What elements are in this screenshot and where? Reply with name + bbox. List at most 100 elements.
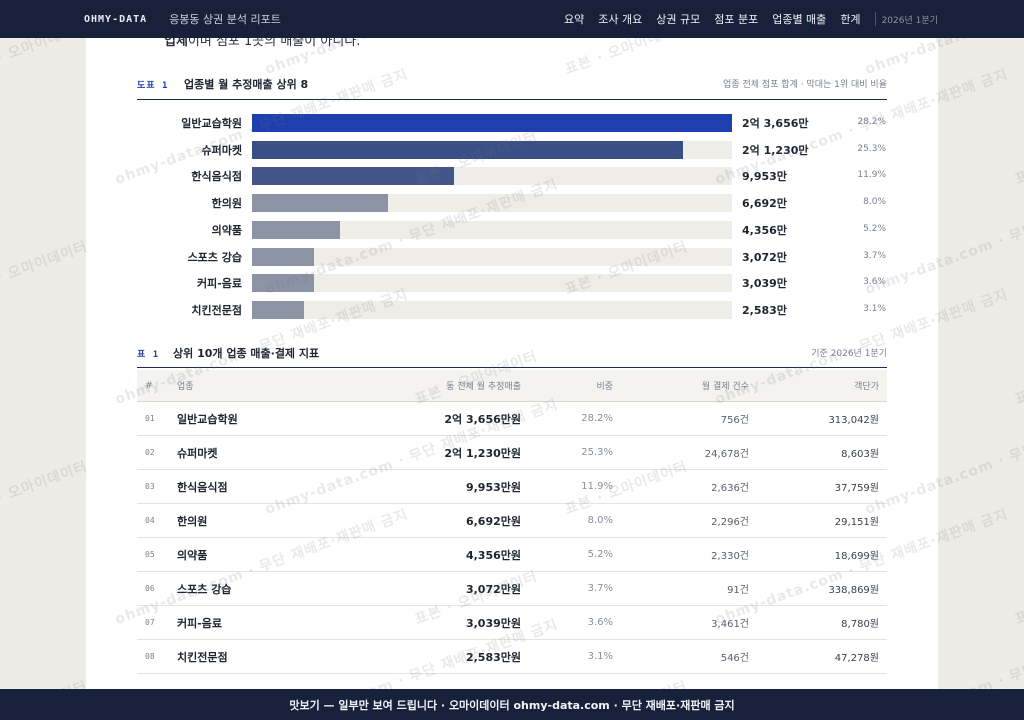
row-industry: 한식음식점 bbox=[177, 480, 228, 494]
bar-category-label: 의약품 bbox=[211, 223, 242, 237]
report-page: 업체이며 점포 1곳의 매출이 아니다. 도표 1 업종별 월 추정매출 상위 … bbox=[86, 38, 938, 690]
row-number: 02 bbox=[145, 448, 155, 457]
row-share: 11.9% bbox=[581, 481, 613, 492]
nav-link-store-distribution[interactable]: 점포 분포 bbox=[714, 13, 759, 26]
nav-link-summary[interactable]: 요약 bbox=[564, 13, 585, 26]
table-row: 04 한의원 6,692만원 8.0% 2,296건 29,151원 bbox=[137, 504, 887, 538]
watermark-text: 표본 · 오마이데이터 bbox=[1012, 129, 1024, 188]
row-industry: 스포츠 강습 bbox=[177, 582, 232, 596]
row-avg-price: 18,699원 bbox=[834, 551, 879, 562]
watermark-text: 표본 · 오마이데이터 bbox=[0, 238, 90, 298]
row-number: 08 bbox=[145, 652, 155, 661]
bar-category-label: 한식음식점 bbox=[191, 170, 242, 184]
bar-share-label: 3.7% bbox=[863, 250, 886, 261]
row-industry: 한의원 bbox=[177, 514, 208, 528]
intro-rest-text: 이며 점포 1곳의 매출이 아니다. bbox=[187, 38, 361, 49]
row-industry: 치킨전문점 bbox=[177, 650, 228, 664]
watermark-text: 표본 · 오마이데이터 bbox=[0, 458, 90, 518]
row-avg-price: 338,869원 bbox=[828, 585, 879, 596]
bar-row: 한의원 6,692만 8.0% bbox=[137, 194, 897, 213]
row-share: 28.2% bbox=[581, 413, 613, 424]
row-sales: 2억 1,230만원 bbox=[444, 446, 521, 460]
bar-value-label: 3,039만 bbox=[742, 277, 787, 291]
row-transactions: 546건 bbox=[720, 653, 749, 664]
bar bbox=[252, 274, 314, 293]
bar-row: 일반교습학원 2억 3,656만 28.2% bbox=[137, 114, 897, 132]
report-name: 응봉동 상권 분석 리포트 bbox=[169, 13, 281, 26]
row-avg-price: 37,759원 bbox=[834, 483, 879, 494]
col-header-avg-price: 객단가 bbox=[854, 382, 879, 392]
bar-value-label: 4,356만 bbox=[742, 223, 787, 237]
row-avg-price: 29,151원 bbox=[834, 517, 879, 528]
bar-row: 치킨전문점 2,583만 3.1% bbox=[137, 300, 897, 319]
row-sales: 6,692만원 bbox=[465, 514, 521, 528]
bar-row: 스포츠 강습 3,072만 3.7% bbox=[137, 247, 897, 266]
bar-share-label: 3.6% bbox=[863, 277, 886, 288]
bar-track bbox=[252, 220, 732, 239]
bar-track bbox=[252, 140, 732, 159]
row-transactions: 3,461건 bbox=[711, 619, 749, 630]
col-header-transactions: 월 결제 건수 bbox=[701, 382, 749, 392]
row-number: 03 bbox=[145, 482, 155, 491]
watermark-text: 표본 · 오마이데이터 bbox=[1012, 569, 1024, 628]
bar-share-label: 11.9% bbox=[857, 170, 886, 181]
figure-tag: 도표 1 bbox=[137, 81, 169, 91]
watermark-text: 표본 · 오마이데이터 bbox=[1012, 349, 1024, 408]
row-avg-price: 8,780원 bbox=[841, 619, 879, 630]
bar-share-label: 3.1% bbox=[863, 303, 886, 314]
brand-logo[interactable]: OHMY-DATA bbox=[84, 13, 148, 25]
bar-value-label: 2억 3,656만 bbox=[742, 117, 809, 130]
bar bbox=[252, 140, 683, 159]
bar-category-label: 일반교습학원 bbox=[181, 117, 242, 130]
bar-value-label: 6,692만 bbox=[742, 197, 787, 211]
row-industry: 슈퍼마켓 bbox=[177, 446, 218, 460]
nav-link-limitations[interactable]: 한계 bbox=[840, 13, 861, 26]
nav-link-overview[interactable]: 조사 개요 bbox=[598, 13, 643, 26]
row-transactions: 2,636건 bbox=[711, 483, 749, 494]
bar-row: 한식음식점 9,953만 11.9% bbox=[137, 167, 897, 186]
intro-bold-text: 업체 bbox=[164, 38, 188, 49]
bar-category-label: 커피-음료 bbox=[196, 277, 242, 291]
preview-banner: 맛보기 — 일부만 보여 드립니다 · 오마이데이터 ohmy-data.com… bbox=[0, 689, 1024, 720]
row-number: 04 bbox=[145, 516, 155, 525]
industry-metrics-table: # 업종 동 전체 월 추정매출 비중 월 결제 건수 객단가 01 일반교습학원… bbox=[137, 370, 887, 674]
bar-value-label: 9,953만 bbox=[742, 170, 787, 184]
bar bbox=[252, 220, 341, 239]
bar-row: 의약품 4,356만 5.2% bbox=[137, 220, 897, 239]
bar-track bbox=[252, 300, 732, 319]
col-header-sales: 동 전체 월 추정매출 bbox=[446, 382, 521, 392]
figure-note: 업종 전체 점포 합계 · 막대는 1위 대비 비율 bbox=[723, 80, 887, 90]
col-header-industry: 업종 bbox=[177, 382, 194, 392]
bar bbox=[252, 167, 454, 186]
table-header: 표 1 상위 10개 업종 매출·결제 지표 기준 2026년 1분기 bbox=[137, 344, 887, 368]
bar-row: 커피-음료 3,039만 3.6% bbox=[137, 274, 897, 293]
table-row: 08 치킨전문점 2,583만원 3.1% 546건 47,278원 bbox=[137, 640, 887, 674]
intro-paragraph-fragment: 업체이며 점포 1곳의 매출이 아니다. bbox=[164, 38, 360, 49]
table-row: 01 일반교습학원 2억 3,656만원 28.2% 756건 313,042원 bbox=[137, 402, 887, 436]
table-title: 상위 10개 업종 매출·결제 지표 bbox=[173, 347, 320, 360]
bar-category-label: 슈퍼마켓 bbox=[201, 143, 242, 157]
nav-link-market-size[interactable]: 상권 규모 bbox=[656, 13, 701, 26]
nav-link-sales-by-industry[interactable]: 업종별 매출 bbox=[772, 13, 827, 26]
row-share: 3.6% bbox=[587, 617, 613, 628]
row-transactions: 2,330건 bbox=[711, 551, 749, 562]
bar-track bbox=[252, 274, 732, 293]
row-avg-price: 47,278원 bbox=[834, 653, 879, 664]
bar-value-label: 3,072만 bbox=[742, 250, 787, 264]
row-transactions: 24,678건 bbox=[704, 449, 749, 460]
row-share: 3.7% bbox=[587, 583, 613, 594]
row-number: 06 bbox=[145, 584, 155, 593]
bar-share-label: 25.3% bbox=[857, 143, 886, 154]
bar-track bbox=[252, 167, 732, 186]
bar bbox=[252, 114, 732, 132]
row-sales: 4,356만원 bbox=[465, 548, 521, 562]
bar-value-label: 2억 1,230만 bbox=[742, 143, 809, 157]
row-share: 3.1% bbox=[587, 651, 613, 662]
bar bbox=[252, 300, 305, 319]
row-transactions: 91건 bbox=[727, 585, 749, 596]
col-header-number: # bbox=[145, 380, 153, 391]
row-share: 5.2% bbox=[587, 549, 613, 560]
row-sales: 2,583만원 bbox=[465, 650, 521, 664]
row-transactions: 756건 bbox=[720, 415, 749, 426]
preview-banner-text: 맛보기 — 일부만 보여 드립니다 · 오마이데이터 ohmy-data.com… bbox=[289, 698, 735, 712]
